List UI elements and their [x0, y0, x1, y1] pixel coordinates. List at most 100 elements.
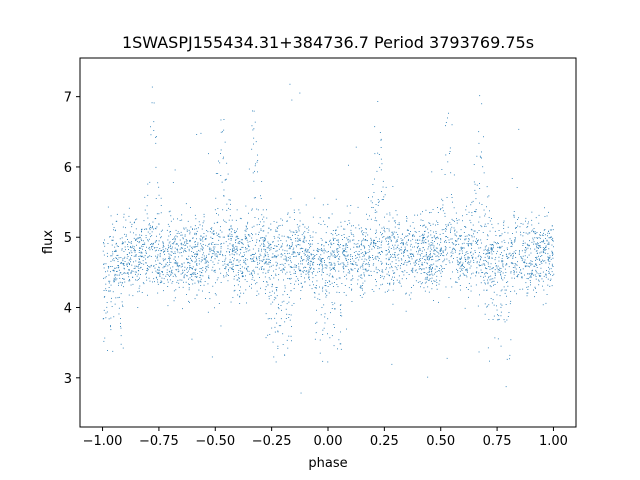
data-point	[191, 251, 193, 252]
data-point	[464, 255, 465, 257]
data-point	[303, 235, 305, 237]
data-point	[410, 254, 411, 255]
data-point	[484, 256, 486, 258]
data-point	[431, 249, 433, 251]
data-point	[299, 269, 300, 271]
data-point	[198, 258, 200, 259]
data-point	[325, 264, 327, 266]
data-point	[111, 297, 112, 299]
data-point	[364, 240, 366, 241]
data-point	[281, 224, 283, 226]
data-point	[255, 233, 257, 235]
data-point	[415, 261, 416, 263]
data-point	[381, 227, 383, 229]
data-point	[431, 259, 432, 261]
data-point	[303, 252, 305, 254]
data-point	[532, 273, 533, 275]
data-point	[251, 237, 253, 239]
data-point	[492, 299, 494, 301]
data-point	[370, 241, 372, 243]
data-point	[434, 249, 436, 251]
data-point	[192, 246, 194, 248]
data-point	[213, 253, 215, 255]
data-point	[235, 236, 237, 238]
data-point	[120, 327, 122, 329]
data-point	[400, 258, 402, 260]
data-point	[230, 238, 232, 239]
data-point	[134, 267, 136, 269]
data-point	[144, 242, 146, 244]
data-point	[427, 376, 429, 378]
data-point	[323, 272, 324, 273]
data-point	[141, 229, 142, 230]
data-point	[177, 231, 179, 233]
data-point	[240, 242, 242, 243]
data-point	[414, 270, 416, 272]
data-point	[393, 280, 394, 281]
data-point	[310, 253, 312, 255]
data-point	[516, 187, 518, 188]
data-point	[459, 263, 461, 264]
data-point	[134, 251, 136, 253]
data-point	[208, 253, 210, 255]
data-point	[411, 258, 413, 260]
data-point	[435, 237, 437, 239]
data-point	[245, 230, 247, 232]
data-point	[425, 226, 426, 228]
data-point	[504, 289, 506, 291]
data-point	[237, 294, 239, 296]
data-point	[535, 271, 537, 273]
data-point	[417, 281, 419, 283]
data-point	[375, 236, 377, 238]
data-point	[187, 258, 189, 260]
data-point	[502, 279, 504, 281]
data-point	[151, 86, 153, 88]
data-point	[474, 250, 476, 252]
data-point	[133, 237, 135, 239]
data-point	[303, 238, 305, 240]
data-point	[488, 250, 490, 251]
data-point	[127, 246, 129, 248]
x-tick-label: 0.50	[426, 434, 455, 449]
data-point	[176, 265, 178, 267]
data-point	[175, 260, 176, 261]
data-point	[363, 238, 364, 240]
data-point	[540, 256, 542, 257]
data-point	[349, 272, 351, 274]
data-point	[377, 256, 379, 258]
data-point	[437, 212, 439, 213]
data-point	[535, 287, 536, 289]
data-point	[211, 255, 213, 257]
data-point	[264, 249, 266, 251]
data-point	[511, 241, 513, 243]
data-point	[350, 258, 351, 260]
data-point	[450, 232, 451, 233]
data-point	[527, 247, 529, 249]
data-point	[486, 252, 488, 254]
data-point	[450, 238, 452, 240]
data-point	[447, 237, 449, 238]
data-point	[360, 276, 362, 278]
data-point	[247, 270, 248, 272]
data-point	[115, 277, 116, 279]
data-point	[153, 121, 155, 123]
data-point	[191, 279, 192, 281]
data-point	[345, 274, 347, 276]
data-point	[298, 230, 300, 232]
data-point	[424, 261, 426, 263]
data-point	[291, 242, 293, 244]
data-point	[270, 262, 271, 264]
data-point	[215, 173, 217, 174]
data-point	[496, 267, 498, 269]
data-point	[403, 242, 404, 244]
data-point	[266, 281, 268, 283]
data-point	[215, 197, 217, 199]
data-point	[480, 225, 482, 227]
data-point	[202, 254, 204, 256]
data-point	[386, 253, 388, 255]
data-point	[307, 263, 308, 265]
data-point	[391, 266, 393, 268]
data-point	[494, 259, 496, 261]
data-point	[169, 257, 170, 259]
data-point	[264, 237, 266, 239]
